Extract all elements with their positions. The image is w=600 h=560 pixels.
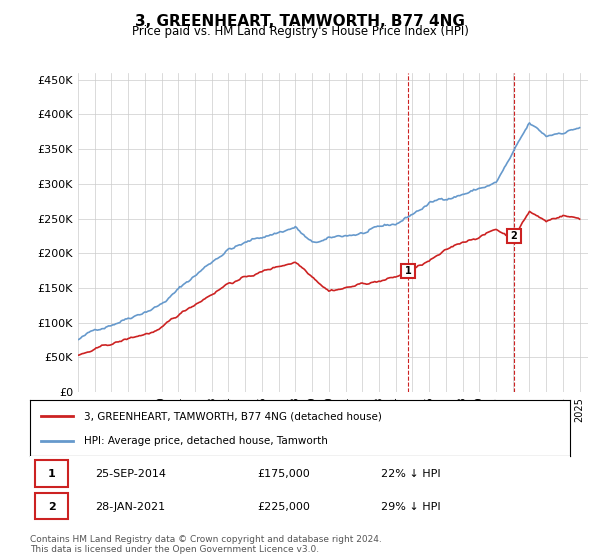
Text: 22% ↓ HPI: 22% ↓ HPI bbox=[381, 469, 440, 479]
Text: Price paid vs. HM Land Registry's House Price Index (HPI): Price paid vs. HM Land Registry's House … bbox=[131, 25, 469, 38]
FancyBboxPatch shape bbox=[35, 493, 68, 520]
Text: £225,000: £225,000 bbox=[257, 502, 310, 512]
Text: 25-SEP-2014: 25-SEP-2014 bbox=[95, 469, 166, 479]
Text: 3, GREENHEART, TAMWORTH, B77 4NG (detached house): 3, GREENHEART, TAMWORTH, B77 4NG (detach… bbox=[84, 411, 382, 421]
Text: 2: 2 bbox=[48, 502, 55, 512]
Text: 29% ↓ HPI: 29% ↓ HPI bbox=[381, 502, 440, 512]
Text: 28-JAN-2021: 28-JAN-2021 bbox=[95, 502, 165, 512]
Text: 1: 1 bbox=[48, 469, 55, 479]
Text: 1: 1 bbox=[405, 265, 412, 276]
Text: £175,000: £175,000 bbox=[257, 469, 310, 479]
Text: 3, GREENHEART, TAMWORTH, B77 4NG: 3, GREENHEART, TAMWORTH, B77 4NG bbox=[135, 14, 465, 29]
FancyBboxPatch shape bbox=[35, 460, 68, 487]
Text: HPI: Average price, detached house, Tamworth: HPI: Average price, detached house, Tamw… bbox=[84, 436, 328, 446]
Text: 2: 2 bbox=[511, 231, 517, 241]
Text: Contains HM Land Registry data © Crown copyright and database right 2024.
This d: Contains HM Land Registry data © Crown c… bbox=[30, 535, 382, 554]
